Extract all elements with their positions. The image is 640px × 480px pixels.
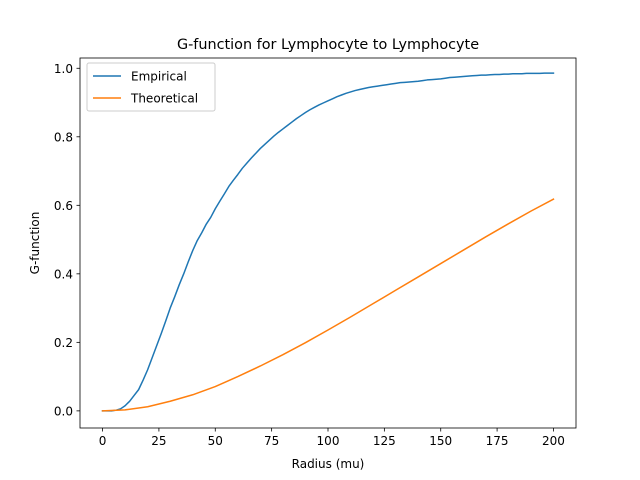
y-tick-label: 0.6 [54, 199, 73, 213]
y-tick-label: 0.0 [54, 404, 73, 418]
legend-box [86, 62, 216, 112]
x-tick-label: 175 [486, 434, 509, 448]
legend: Empirical Theoretical [86, 62, 216, 112]
plot-lines [101, 72, 555, 412]
y-tick-label: 0.8 [54, 130, 73, 144]
x-tick-label: 200 [542, 434, 565, 448]
x-axis-label: Radius (mu) [292, 457, 365, 471]
y-tick-label: 0.2 [54, 336, 73, 350]
series-line-empirical [101, 72, 555, 412]
x-tick-label: 75 [264, 434, 279, 448]
series-line-theoretical [101, 198, 555, 412]
axis-ticks: 0 25 50 75 100 125 150 175 200 0.0 0.2 0.4 0.6 0.8 1.0 [54, 62, 565, 448]
y-tick-label: 1.0 [54, 62, 73, 76]
y-axis-label: G-function [28, 212, 42, 275]
legend-label-theoretical: Theoretical [130, 92, 198, 106]
x-tick-label: 150 [429, 434, 452, 448]
x-tick-label: 100 [317, 434, 340, 448]
x-tick-label: 0 [99, 434, 107, 448]
y-tick-label: 0.4 [54, 267, 73, 281]
x-tick-label: 50 [208, 434, 223, 448]
chart-title: G-function for Lymphocyte to Lymphocyte [177, 37, 479, 53]
x-tick-label: 125 [373, 434, 396, 448]
x-tick-label: 25 [151, 434, 166, 448]
plot-frame [79, 57, 577, 429]
legend-label-empirical: Empirical [131, 70, 187, 84]
